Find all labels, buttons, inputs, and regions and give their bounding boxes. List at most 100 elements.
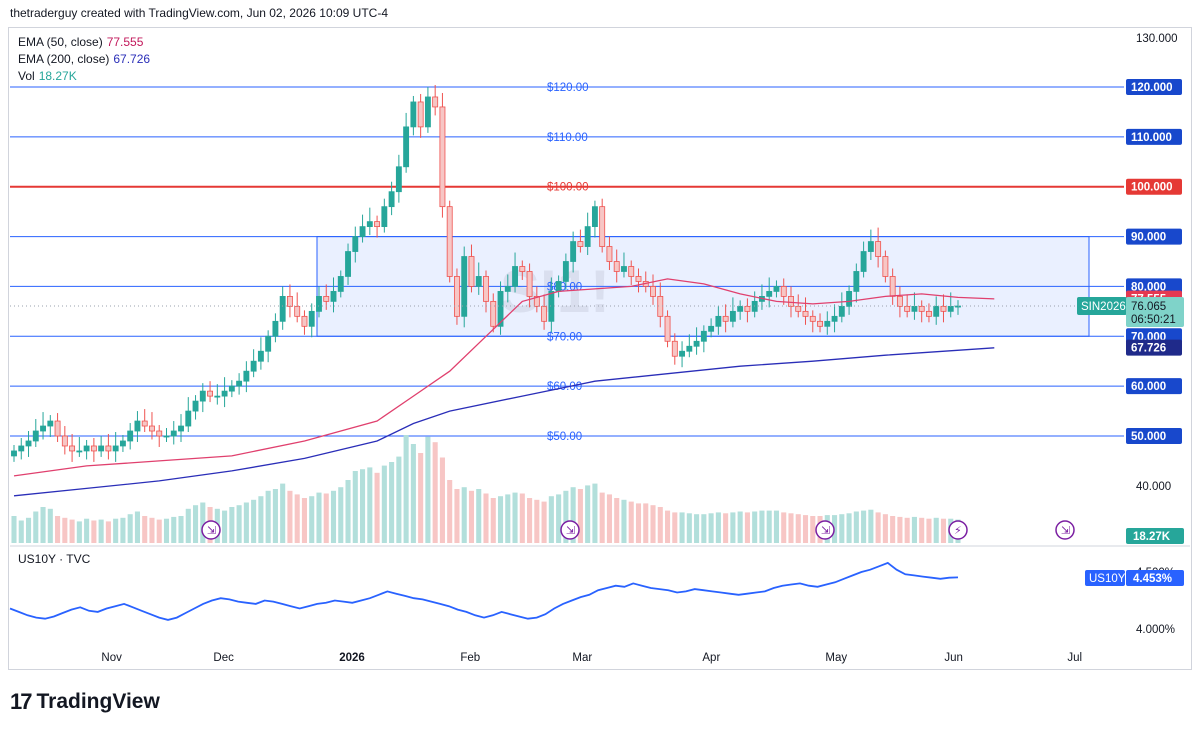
volume-bar — [933, 517, 939, 543]
candle-body — [98, 445, 105, 452]
hline-label-70: $70.00 — [547, 331, 582, 343]
volume-bar — [497, 496, 504, 543]
volume-bar — [505, 494, 511, 543]
volume-bar — [773, 510, 780, 543]
volume-bar — [897, 516, 903, 543]
candle-body — [744, 305, 751, 312]
candle-body — [345, 251, 351, 277]
candle-body — [490, 300, 497, 327]
volume-bar — [592, 483, 598, 543]
tradingview-logo[interactable]: 17 TradingView — [10, 689, 160, 715]
event-marker-icon: ⇲ — [560, 520, 580, 540]
candle-body — [323, 295, 330, 302]
candle-body — [221, 390, 228, 397]
volume-bar — [142, 516, 148, 543]
axis-tag-50: 50.000 — [1131, 431, 1166, 443]
volume-bar — [280, 483, 286, 543]
candle-body — [316, 295, 322, 312]
candle-body — [141, 420, 148, 427]
hline-label-50: $50.00 — [547, 431, 582, 443]
candle-body — [388, 191, 395, 208]
axis-tag-80-bg — [1126, 278, 1182, 295]
us10y-symbol-tag-bg — [1085, 570, 1125, 586]
event-marker-glyph: ⇲ — [1061, 524, 1070, 537]
candle-body — [606, 246, 613, 262]
us10y-axis-tick-low: 4.000% — [1136, 624, 1175, 636]
volume-bar — [650, 505, 656, 543]
volume-bar — [679, 512, 685, 543]
candle-body — [926, 310, 932, 317]
event-marker-glyph: ⇲ — [821, 524, 830, 537]
volume-bar — [91, 520, 97, 543]
event-marker-icon: ⚡ — [948, 520, 968, 540]
candle-body — [824, 320, 831, 327]
volume-bar — [839, 514, 845, 543]
time-tick-Jul: Jul — [1067, 652, 1082, 664]
axis-tag-120-bg — [1126, 79, 1182, 95]
volume-bar — [178, 516, 184, 543]
volume-bar — [113, 518, 119, 543]
candle-body — [25, 440, 32, 447]
candle-body — [90, 445, 97, 452]
candle-body — [279, 295, 286, 322]
volume-bar — [853, 511, 859, 543]
time-tick-Nov: Nov — [101, 652, 122, 664]
axis-tag-ema200: 67.726 — [1131, 343, 1166, 355]
candle-body — [337, 276, 344, 292]
candle-body — [882, 256, 889, 277]
us10y-line — [9, 561, 959, 621]
event-marker-circle — [948, 520, 968, 540]
candle-body — [591, 206, 598, 228]
volume-bar — [316, 492, 322, 543]
candle-body — [301, 315, 308, 327]
volume-bar — [788, 513, 794, 543]
candle-body — [497, 291, 504, 327]
volume-bar — [352, 471, 358, 543]
volume-bar — [149, 517, 155, 543]
time-tick-May: May — [825, 652, 847, 664]
candle-body — [802, 310, 809, 317]
volume-bar — [360, 469, 366, 543]
hline-label-110: $110.00 — [547, 132, 588, 144]
volume-bar — [694, 514, 700, 543]
volume-bar — [76, 521, 82, 543]
axis-tag-110-bg — [1126, 128, 1182, 145]
volume-bar — [265, 490, 271, 543]
last-price-countdown: 06:50:21 — [1131, 314, 1176, 326]
candle-body — [896, 295, 903, 307]
volume-tag: 18.27K — [1133, 531, 1171, 543]
volume-bar — [766, 510, 772, 543]
volume-bar — [599, 492, 605, 543]
volume-bar — [432, 442, 438, 543]
candle-body — [424, 96, 431, 128]
volume-bar — [570, 487, 576, 543]
candle-body — [178, 425, 184, 432]
event-marker-icon: ⇲ — [201, 520, 221, 540]
axis-tag-80: 80.000 — [1131, 281, 1166, 293]
event-marker-icon: ⇲ — [815, 520, 835, 540]
candle-body — [366, 221, 373, 228]
volume-bar — [192, 505, 199, 543]
volume-bar — [98, 519, 104, 543]
volume-bar — [802, 515, 809, 543]
volume-bar — [940, 518, 947, 543]
candle-body — [729, 310, 736, 322]
candle-body — [933, 305, 940, 317]
volume-bar — [490, 498, 496, 543]
candle-body — [570, 241, 577, 262]
volume-bar — [11, 516, 17, 543]
candle-body — [737, 305, 744, 312]
ema50-line — [13, 278, 995, 477]
candle-body — [504, 286, 511, 292]
legend-ema200: EMA (200, close) 67.726 — [18, 52, 150, 66]
legend-vol: Vol 18.27K — [18, 69, 77, 83]
axis-tag-120: 120.000 — [1131, 82, 1173, 94]
volume-bar — [890, 516, 896, 543]
volume-bar — [236, 505, 242, 543]
event-marker-circle — [1055, 520, 1075, 540]
candle-body — [708, 325, 715, 332]
volume-bar — [200, 502, 206, 543]
candle-body — [11, 450, 17, 457]
axis-tag-90: 90.000 — [1131, 232, 1166, 244]
